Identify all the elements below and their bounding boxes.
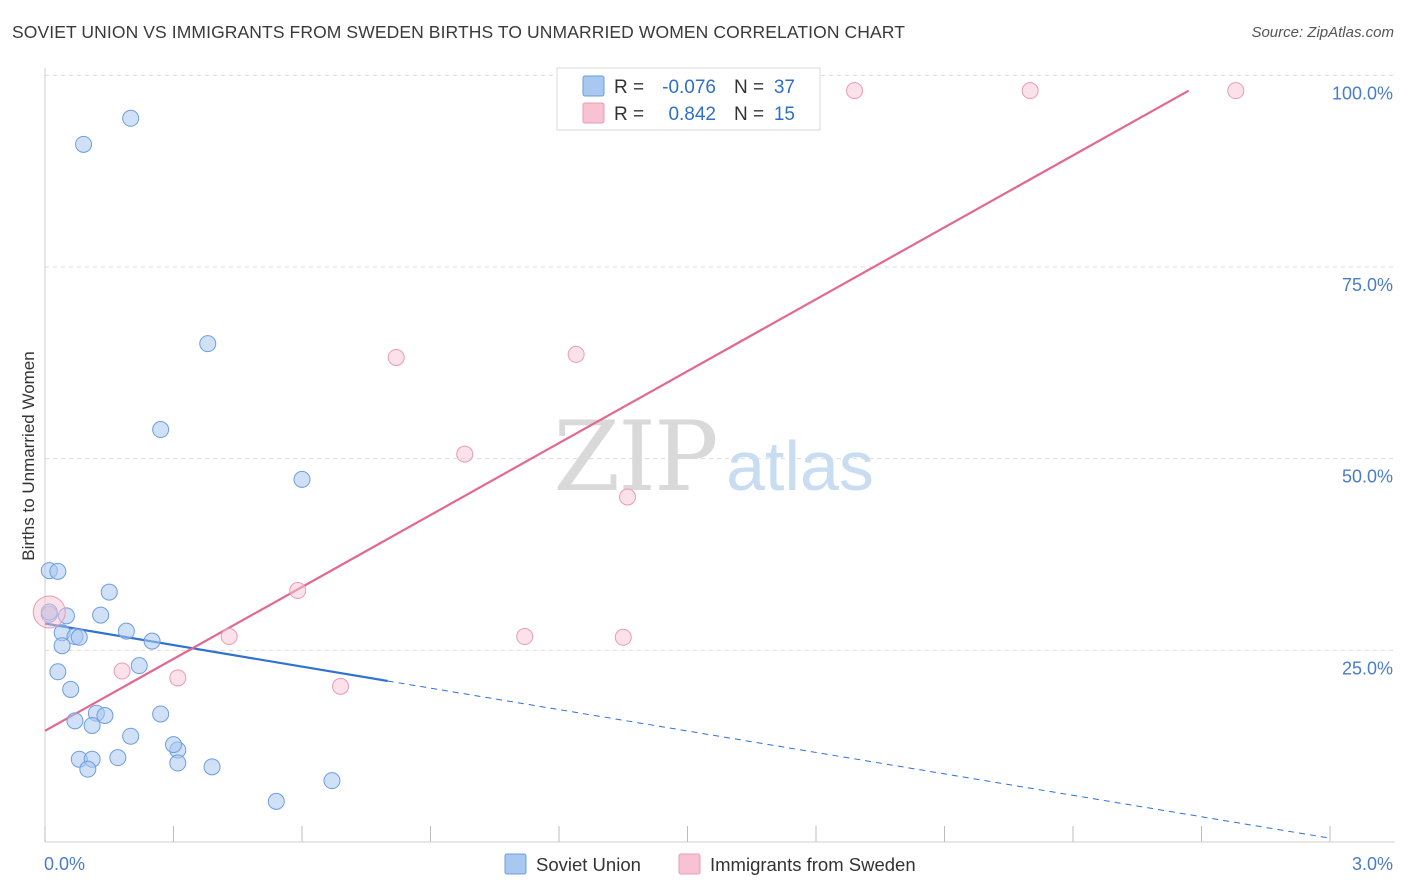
- trendline-immigrants-from-sweden: [44, 89, 1190, 732]
- point-soviet-union: [152, 705, 170, 723]
- point-soviet-union: [122, 109, 140, 127]
- point-immigrants-from-sweden: [169, 669, 187, 687]
- legend-n-value: 15: [774, 104, 795, 125]
- chart-title: SOVIET UNION VS IMMIGRANTS FROM SWEDEN B…: [12, 22, 905, 42]
- point-immigrants-from-sweden: [619, 488, 637, 506]
- point-soviet-union: [96, 707, 114, 724]
- point-soviet-union: [169, 754, 187, 772]
- y-tick-label: 50.0%: [1342, 467, 1393, 487]
- trendline-soviet-union: [387, 680, 1331, 839]
- point-soviet-union: [143, 632, 161, 650]
- point-soviet-union: [70, 628, 88, 646]
- legend-n-label: N =: [734, 104, 764, 125]
- watermark-atlas: atlas: [726, 427, 874, 505]
- trendlines: [44, 89, 1331, 839]
- point-soviet-union: [79, 760, 97, 778]
- point-soviet-union: [165, 736, 182, 754]
- point-soviet-union: [92, 606, 110, 624]
- point-immigrants-from-sweden: [1021, 82, 1039, 100]
- legend-r-label: R =: [614, 77, 644, 98]
- y-tick-labels: 25.0% 50.0% 75.0% 100.0%: [1332, 83, 1393, 678]
- point-soviet-union: [49, 562, 67, 580]
- x-tick-label: 0.0%: [44, 854, 85, 874]
- point-immigrants-from-sweden: [567, 345, 585, 363]
- gridlines: [45, 74, 1395, 651]
- x-tick-labels: 0.0% 3.0%: [44, 854, 1393, 874]
- watermark: ZIP atlas: [553, 401, 874, 513]
- point-immigrants-from-sweden: [516, 628, 534, 646]
- point-soviet-union: [66, 712, 84, 730]
- legend-swatch-blue: [582, 75, 605, 97]
- point-immigrants-from-sweden: [289, 582, 307, 600]
- axes: [44, 68, 1395, 843]
- point-immigrants-from-sweden: [332, 677, 350, 695]
- y-axis-label: Births to Unmarried Women: [19, 351, 38, 560]
- x-tick-label: 3.0%: [1352, 854, 1393, 874]
- point-immigrants-from-sweden: [113, 662, 131, 680]
- point-immigrants-from-sweden: [1227, 82, 1245, 100]
- bottom-legend-swatch-soviet-union: [504, 853, 527, 875]
- point-soviet-union: [100, 583, 118, 601]
- legend-n-label: N =: [734, 77, 764, 98]
- bottom-legend: Soviet Union Immigrants from Sweden: [504, 853, 916, 875]
- watermark-zip: ZIP: [553, 401, 716, 513]
- y-tick-label: 25.0%: [1342, 658, 1393, 678]
- y-tick-label: 75.0%: [1342, 275, 1393, 295]
- trendline-soviet-union: [44, 622, 388, 683]
- stats-legend: R = -0.076 N = 37 R = 0.842 N = 15: [556, 67, 821, 131]
- bottom-legend-label-soviet-union: Soviet Union: [536, 854, 641, 875]
- point-soviet-union: [62, 680, 80, 698]
- point-immigrants-from-sweden: [220, 628, 238, 646]
- legend-n-value: 37: [774, 77, 795, 98]
- point-immigrants-from-sweden: [846, 82, 864, 100]
- point-immigrants-from-sweden: [456, 445, 474, 463]
- data-points: [32, 82, 1245, 810]
- bottom-legend-label-immigrants-from-sweden: Immigrants from Sweden: [710, 854, 916, 875]
- point-soviet-union: [323, 772, 341, 790]
- point-soviet-union: [293, 470, 311, 488]
- point-soviet-union: [267, 792, 285, 810]
- legend-r-value: -0.076: [662, 77, 716, 98]
- point-soviet-union: [117, 622, 135, 640]
- point-immigrants-from-sweden: [32, 595, 66, 629]
- point-soviet-union: [109, 749, 127, 767]
- bottom-legend-swatch-immigrants-from-sweden: [678, 853, 701, 875]
- source-label: Source: ZipAtlas.com: [1251, 24, 1394, 41]
- point-immigrants-from-sweden: [387, 348, 405, 366]
- point-immigrants-from-sweden: [614, 628, 632, 646]
- legend-swatch-pink: [582, 102, 605, 124]
- point-soviet-union: [49, 663, 67, 681]
- point-soviet-union: [83, 716, 101, 734]
- point-soviet-union: [75, 135, 93, 153]
- point-soviet-union: [130, 657, 148, 675]
- legend-r-value: 0.842: [668, 104, 716, 125]
- legend-r-label: R =: [614, 104, 644, 125]
- point-soviet-union: [152, 421, 170, 439]
- y-tick-label: 100.0%: [1332, 83, 1393, 103]
- point-soviet-union: [203, 758, 221, 776]
- point-soviet-union: [122, 727, 140, 745]
- point-soviet-union: [199, 335, 217, 353]
- point-soviet-union: [53, 637, 71, 655]
